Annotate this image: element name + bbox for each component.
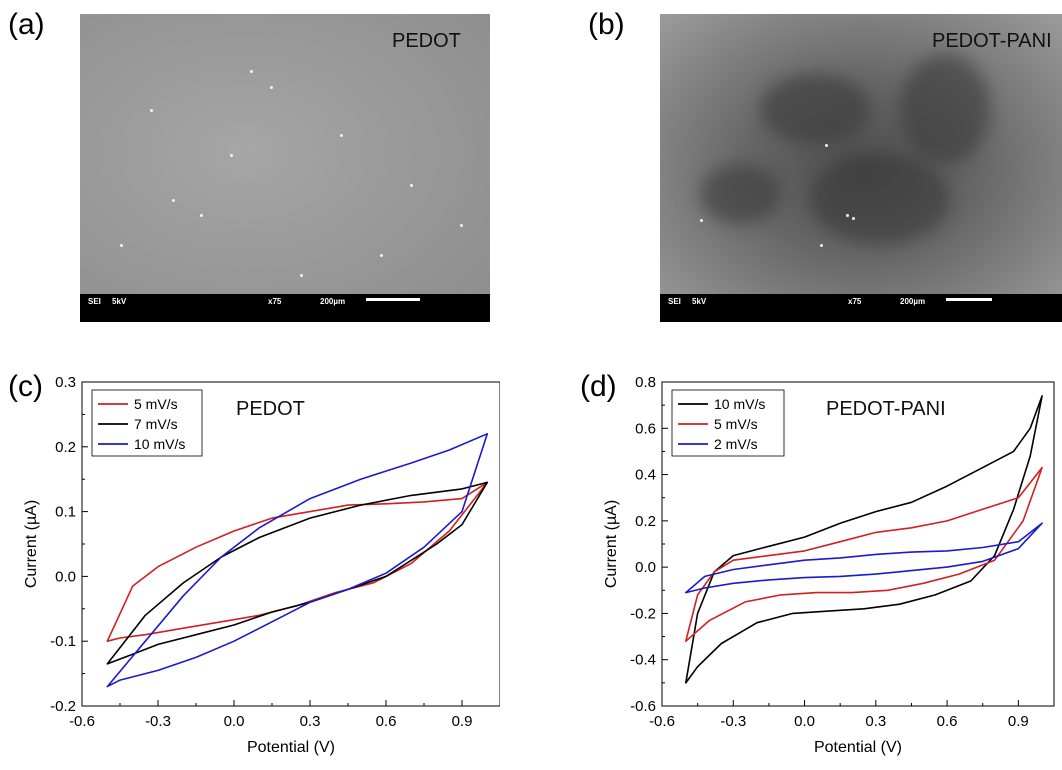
sem-particle [410,184,413,187]
x-tick-label: -0.6 [69,713,95,730]
y-tick-label: -0.6 [630,698,656,715]
legend-box [91,389,203,457]
sem-particle [270,86,273,89]
x-axis-label: Potential (V) [247,739,335,756]
y-tick-label: -0.1 [50,633,76,650]
legend-label: 7 mV/s [134,416,178,432]
x-tick-label: 0.9 [452,713,473,730]
legend-box [671,389,785,457]
sem-particle [172,199,175,202]
legend-label: 5 mV/s [714,416,758,432]
chart-title: PEDOT [236,398,305,420]
sem-mode: SEI [668,297,681,306]
x-tick-label: 0.6 [937,713,958,730]
sem-particle [300,274,303,277]
sem-info-bar: SEI 5kV x75 200µm [80,294,490,322]
y-tick-label: 0.1 [55,504,76,521]
x-tick-label: -0.3 [720,713,746,730]
x-tick-label: 0.0 [224,713,245,730]
series-line-2-mv-s [685,522,1043,594]
sem-particle [150,109,153,112]
sem-particle [200,214,203,217]
x-tick-label: 0.6 [376,713,397,730]
cv-chart-pedot-pani: -0.6 -0.3 0.0 0.3 0.6 0.9 -0.6 -0.4 -0.2 0.0 0.2 0.… [603,374,1055,756]
sem-dark-region [700,164,780,224]
sem-particle [846,214,849,217]
y-tick-label: 0.2 [635,513,656,530]
y-tick-label: 0.0 [55,568,76,585]
sem-label-pedot-pani: PEDOT-PANI [932,30,1052,52]
x-tick-label: 0.3 [300,713,321,730]
y-axis-label: Current (µA) [23,500,40,588]
sem-dark-region [810,154,950,244]
sem-voltage: 5kV [692,297,707,306]
sem-particle [380,254,383,257]
sem-scale-label: 200µm [320,297,346,306]
y-tick-label: -0.4 [630,652,656,669]
sem-magnification: x75 [268,297,282,306]
sem-scale-label: 200µm [900,297,926,306]
x-tick-label: 0.3 [865,713,886,730]
series-line-7-mv-s [106,481,489,665]
y-tick-label: 0.3 [55,374,76,391]
sem-voltage: 5kV [112,297,127,306]
panel-letter-c: (c) [8,370,43,403]
y-tick-label: 0.8 [635,374,656,391]
x-axis-label: Potential (V) [814,739,902,756]
legend-label: 5 mV/s [134,396,178,412]
series-line-10-mv-s [685,395,1043,684]
y-tick-label: 0.4 [635,467,656,484]
legend-label: 10 mV/s [134,436,185,452]
sem-particle [852,217,855,220]
sem-info-bar: SEI 5kV x75 200µm [660,294,1062,322]
x-tick-label: -0.3 [145,713,171,730]
sem-particle [820,244,823,247]
legend-label: 2 mV/s [714,436,758,452]
sem-particle [250,70,253,73]
series-line-5-mv-s [106,481,489,642]
sem-scale-bar [366,298,420,301]
x-tick-label: 0.0 [794,713,815,730]
x-tick-label: -0.6 [649,713,675,730]
sem-scale-bar [946,298,992,301]
y-tick-label: 0.2 [55,439,76,456]
sem-particle [460,224,463,227]
sem-particle [700,219,703,222]
sem-particle [340,134,343,137]
x-tick-label: 0.9 [1008,713,1029,730]
series-line-10-mv-s [106,433,489,688]
sem-particle [120,244,123,247]
y-axis-label: Current (µA) [603,500,620,588]
series-line-5-mv-s [685,466,1043,642]
sem-image-pedot: PEDOT SEI 5kV x75 200µm [80,14,490,322]
panel-letter-a: (a) [8,8,45,41]
sem-image-pedot-pani: PEDOT-PANI SEI 5kV x75 200µm [660,14,1062,322]
y-tick-label: 0.0 [635,559,656,576]
sem-dark-region [900,54,990,164]
sem-dark-region [760,74,870,144]
sem-particle [230,154,233,157]
sem-particle [825,144,828,147]
y-tick-label: -0.2 [50,698,76,715]
panel-letter-b: (b) [588,8,625,41]
panel-letter-d: (d) [580,370,617,403]
legend-label: 10 mV/s [714,396,765,412]
sem-magnification: x75 [848,297,862,306]
sem-label-pedot: PEDOT [392,30,461,52]
y-tick-label: -0.2 [630,605,656,622]
sem-mode: SEI [88,297,101,306]
y-tick-label: 0.6 [635,420,656,437]
cv-chart-pedot: -0.6 -0.3 0.0 0.3 0.6 0.9 -0.2 -0.1 0.0 0.1 0.2 0.3… [23,374,500,756]
chart-title: PEDOT-PANI [826,398,946,420]
